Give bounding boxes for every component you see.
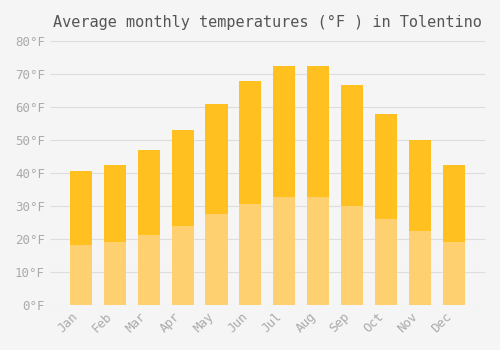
Bar <box>240 80 262 305</box>
Bar <box>138 150 160 235</box>
Bar <box>206 104 228 215</box>
Bar <box>443 165 465 242</box>
Bar <box>274 66 295 197</box>
Bar <box>70 171 92 245</box>
Bar <box>308 66 330 197</box>
Bar <box>138 235 160 305</box>
Bar <box>138 150 160 305</box>
Bar <box>70 245 92 305</box>
Bar <box>274 197 295 305</box>
Bar <box>342 206 363 305</box>
Bar <box>104 165 126 305</box>
Bar <box>206 215 228 305</box>
Bar <box>409 140 432 231</box>
Bar <box>342 85 363 206</box>
Bar <box>240 80 262 204</box>
Title: Average monthly temperatures (°F ) in Tolentino: Average monthly temperatures (°F ) in To… <box>53 15 482 30</box>
Bar <box>443 242 465 305</box>
Bar <box>409 140 432 305</box>
Bar <box>104 242 126 305</box>
Bar <box>409 231 432 305</box>
Bar <box>206 104 228 305</box>
Bar <box>375 113 398 219</box>
Bar <box>443 165 465 305</box>
Bar <box>308 197 330 305</box>
Bar <box>240 204 262 305</box>
Bar <box>342 85 363 305</box>
Bar <box>274 66 295 305</box>
Bar <box>375 219 398 305</box>
Bar <box>172 130 194 305</box>
Bar <box>70 171 92 305</box>
Bar <box>308 66 330 305</box>
Bar <box>172 130 194 226</box>
Bar <box>375 113 398 305</box>
Bar <box>104 165 126 242</box>
Bar <box>172 226 194 305</box>
